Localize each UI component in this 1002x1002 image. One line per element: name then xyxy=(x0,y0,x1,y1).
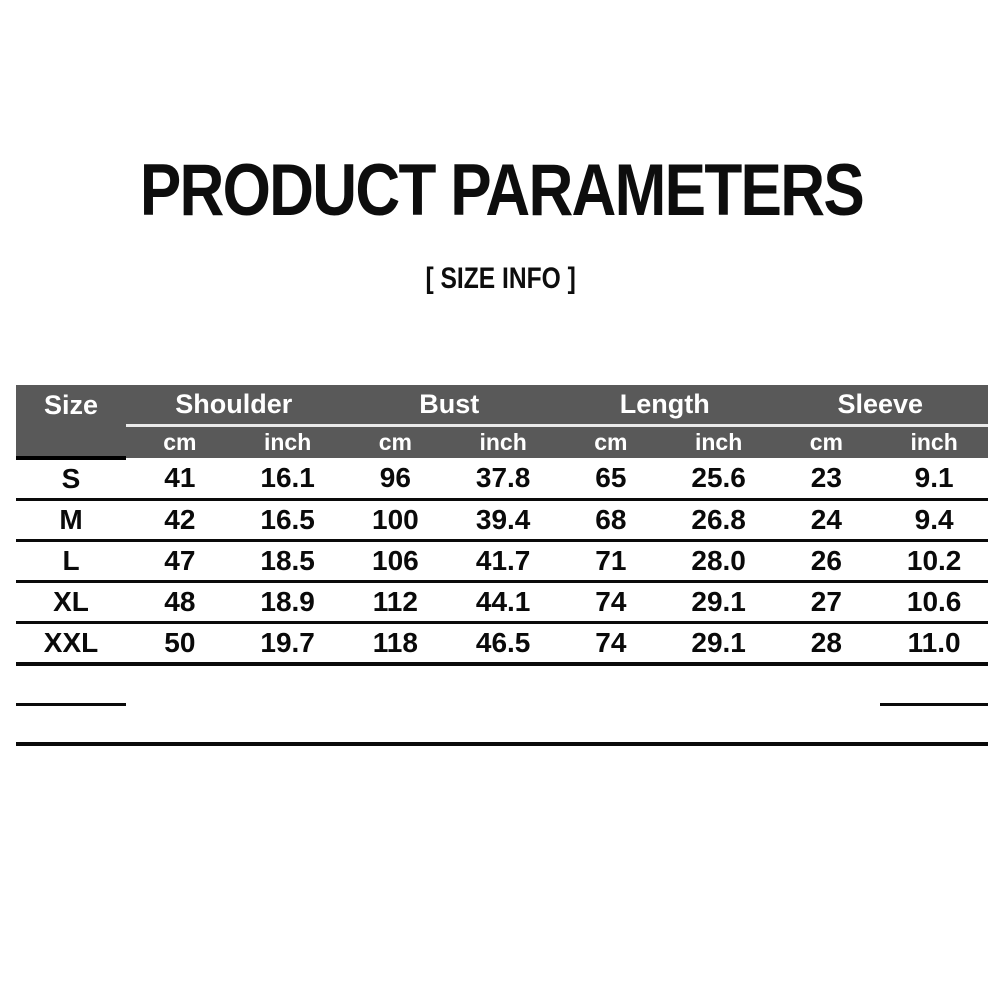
value-cell: 118 xyxy=(341,622,450,666)
value-cell: 47 xyxy=(126,540,234,583)
value-cell: 39.4 xyxy=(449,499,557,542)
empty-cell xyxy=(772,664,881,705)
size-table-header: Size Shoulder Bust Length Sleeve cm inch… xyxy=(16,385,988,460)
value-cell: 26.8 xyxy=(664,499,773,542)
value-cell: 46.5 xyxy=(449,622,557,666)
column-header-length: Length xyxy=(557,385,773,427)
value-cell: 10.2 xyxy=(880,540,988,583)
empty-cell xyxy=(557,704,665,746)
column-header-shoulder: Shoulder xyxy=(126,385,342,427)
value-cell: 9.4 xyxy=(880,499,988,542)
value-cell: 41.7 xyxy=(449,540,557,583)
value-cell: 18.5 xyxy=(233,540,342,583)
empty-cell xyxy=(664,664,773,705)
empty-cell xyxy=(16,664,126,706)
value-cell: 18.9 xyxy=(233,581,342,624)
value-cell: 27 xyxy=(772,581,881,624)
unit-header: cm xyxy=(341,425,450,458)
size-cell: XXL xyxy=(16,622,126,666)
empty-cell xyxy=(233,704,342,746)
value-cell: 50 xyxy=(126,622,234,666)
value-cell: 10.6 xyxy=(880,581,988,624)
value-cell: 100 xyxy=(341,499,450,542)
value-cell: 37.8 xyxy=(449,458,557,501)
empty-cell xyxy=(880,664,988,706)
column-header-sleeve: Sleeve xyxy=(772,385,988,427)
unit-header: cm xyxy=(126,425,234,458)
column-header-size: Size xyxy=(16,385,126,460)
size-cell: L xyxy=(16,540,126,583)
page-title: PRODUCT PARAMETERS xyxy=(0,154,1002,227)
value-cell: 106 xyxy=(341,540,450,583)
empty-cell xyxy=(664,704,773,746)
value-cell: 74 xyxy=(557,581,665,624)
empty-cell xyxy=(233,664,342,705)
value-cell: 25.6 xyxy=(664,458,773,501)
empty-cell xyxy=(557,664,665,705)
value-cell: 65 xyxy=(557,458,665,501)
empty-cell xyxy=(880,704,988,746)
empty-cell xyxy=(16,704,126,746)
table-row-xxl: XXL 50 19.7 118 46.5 74 29.1 28 11.0 xyxy=(16,622,988,666)
value-cell: 23 xyxy=(772,458,881,501)
value-cell: 9.1 xyxy=(880,458,988,501)
size-cell: M xyxy=(16,499,126,542)
value-cell: 44.1 xyxy=(449,581,557,624)
empty-row xyxy=(16,664,988,706)
value-cell: 29.1 xyxy=(664,622,773,666)
size-cell: S xyxy=(16,458,126,501)
empty-cell xyxy=(449,704,557,746)
value-cell: 19.7 xyxy=(233,622,342,666)
empty-cell xyxy=(126,664,234,705)
unit-header: inch xyxy=(664,425,773,458)
empty-cell xyxy=(772,704,881,746)
unit-header: cm xyxy=(557,425,665,458)
size-table: Size Shoulder Bust Length Sleeve cm inch… xyxy=(16,385,988,746)
unit-header: inch xyxy=(449,425,557,458)
value-cell: 24 xyxy=(772,499,881,542)
value-cell: 16.1 xyxy=(233,458,342,501)
empty-cell xyxy=(341,704,450,746)
value-cell: 41 xyxy=(126,458,234,501)
value-cell: 68 xyxy=(557,499,665,542)
value-cell: 11.0 xyxy=(880,622,988,666)
value-cell: 112 xyxy=(341,581,450,624)
empty-cell xyxy=(449,664,557,705)
unit-header: inch xyxy=(233,425,342,458)
value-cell: 42 xyxy=(126,499,234,542)
page-title-text: PRODUCT PARAMETERS xyxy=(139,150,864,231)
unit-header: cm xyxy=(772,425,881,458)
value-cell: 16.5 xyxy=(233,499,342,542)
column-header-bust: Bust xyxy=(341,385,557,427)
empty-cell xyxy=(126,704,234,746)
value-cell: 26 xyxy=(772,540,881,583)
unit-header-row: cm inch cm inch cm inch cm inch xyxy=(16,425,988,458)
empty-cell xyxy=(341,664,450,705)
group-header-row: Size Shoulder Bust Length Sleeve xyxy=(16,385,988,460)
size-info-subtitle: [ SIZE INFO ] xyxy=(0,264,1002,294)
table-row-m: M 42 16.5 100 39.4 68 26.8 24 9.4 xyxy=(16,499,988,542)
value-cell: 28.0 xyxy=(664,540,773,583)
value-cell: 48 xyxy=(126,581,234,624)
value-cell: 71 xyxy=(557,540,665,583)
value-cell: 28 xyxy=(772,622,881,666)
unit-header: inch xyxy=(880,425,988,458)
value-cell: 74 xyxy=(557,622,665,666)
table-row-l: L 47 18.5 106 41.7 71 28.0 26 10.2 xyxy=(16,540,988,583)
size-cell: XL xyxy=(16,581,126,624)
value-cell: 96 xyxy=(341,458,450,501)
table-row-xl: XL 48 18.9 112 44.1 74 29.1 27 10.6 xyxy=(16,581,988,624)
empty-row xyxy=(16,704,988,746)
size-info-subtitle-text: [ SIZE INFO ] xyxy=(425,262,577,295)
value-cell: 29.1 xyxy=(664,581,773,624)
table-row-s: S 41 16.1 96 37.8 65 25.6 23 9.1 xyxy=(16,458,988,501)
